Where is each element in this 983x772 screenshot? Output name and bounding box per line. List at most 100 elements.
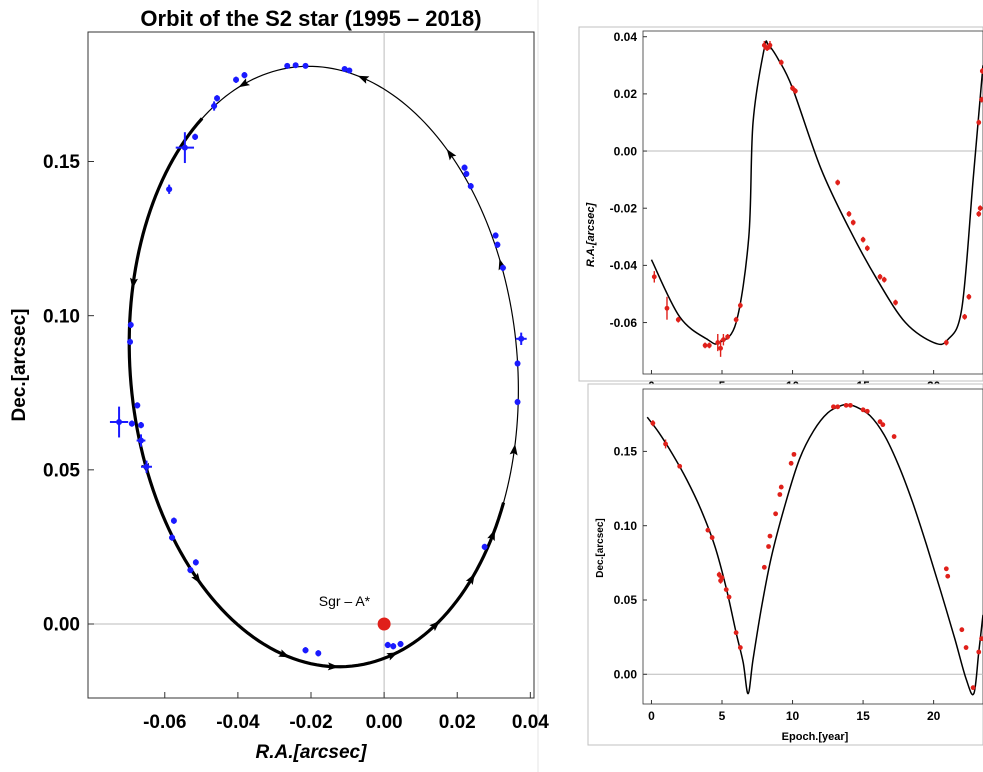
chart-title: Orbit of the S2 star (1995 – 2018) (140, 6, 481, 31)
observation-marker (977, 205, 983, 211)
orbit-observation-point (128, 420, 135, 427)
epoch-observation-point (979, 96, 983, 103)
observation-marker (979, 97, 983, 102)
epoch-observation-point (976, 211, 982, 217)
dec-y-axis-label: Dec.[arcsec] (595, 518, 606, 577)
y-tick-label: -0.02 (610, 201, 638, 215)
orbit-observation-point (302, 62, 309, 69)
orbit-direction-arrow (465, 573, 475, 585)
sgr-a-star-dot (377, 617, 391, 631)
orbit-direction-arrow (238, 78, 251, 88)
epoch-observation-point (726, 594, 732, 600)
orbit-plot-frame (87, 31, 535, 699)
epoch-observation-point (705, 527, 711, 533)
orbit-observation-point (175, 132, 195, 164)
sgr-a-star-marker: Sgr – A* (319, 593, 391, 631)
observation-marker (721, 337, 726, 343)
orbit-observation-point (315, 650, 322, 657)
orbit-observation-point (494, 241, 501, 248)
orbit-panel: Orbit of the S2 star (1995 – 2018) -0.06… (9, 6, 549, 763)
observation-marker (302, 647, 309, 654)
observation-marker (778, 60, 784, 65)
orbit-direction-arrow (278, 649, 290, 658)
observation-marker (943, 566, 949, 572)
observation-marker (346, 67, 353, 74)
orbit-observation-point (109, 406, 129, 438)
observation-marker (737, 645, 743, 650)
observation-marker (492, 232, 499, 239)
observation-marker (761, 564, 767, 570)
orbit-observation-point (166, 184, 173, 194)
orbit-observation-point (214, 95, 221, 102)
y-tick-label: 0.05 (43, 460, 80, 481)
orbit-observation-point (241, 72, 248, 79)
observation-marker (170, 517, 177, 524)
observation-marker (514, 360, 521, 367)
orbit-observation-point (492, 232, 499, 239)
observation-marker (891, 434, 897, 439)
observation-marker (976, 649, 982, 655)
observation-marker (128, 420, 135, 427)
observation-marker (192, 133, 199, 140)
observation-marker (962, 314, 968, 320)
orbit-direction-arrow (509, 444, 518, 456)
x-tick-label: -0.02 (289, 712, 332, 733)
observation-marker (214, 95, 221, 102)
epoch-observation-point (847, 402, 853, 408)
orbit-direction-arrow (386, 652, 399, 661)
observation-marker (143, 463, 150, 470)
epoch-observation-point (778, 59, 784, 66)
observation-marker (788, 460, 794, 466)
epoch-observation-point (709, 535, 715, 540)
epoch-observation-point (719, 575, 725, 581)
orbit-observation-point (346, 67, 353, 74)
observation-marker (963, 645, 969, 650)
y-tick-label: 0.00 (43, 615, 80, 636)
orbit-direction-arrow (487, 529, 495, 542)
observation-marker (169, 534, 176, 541)
orbit-observation-point (302, 647, 309, 654)
epoch-observation-point (664, 296, 670, 320)
dec-x-axis-label: Epoch.[year] (782, 731, 849, 743)
x-tick-label: 0.02 (439, 712, 476, 733)
observation-marker (651, 274, 657, 280)
observation-marker (715, 340, 721, 345)
observation-marker (664, 305, 670, 311)
observation-marker (719, 575, 725, 581)
observation-marker (723, 587, 729, 592)
epoch-observation-point (864, 245, 870, 252)
epoch-observation-point (850, 219, 856, 226)
y-tick-label: 0.04 (614, 30, 638, 44)
orbit-direction-arrow (130, 277, 138, 290)
model-curve (646, 403, 983, 696)
epoch-observation-point (677, 463, 683, 469)
orbit-observation-point (127, 321, 134, 328)
observation-marker (705, 527, 711, 533)
observation-marker (166, 186, 173, 193)
orbit-observation-point (284, 62, 291, 69)
epoch-observation-point (737, 645, 743, 650)
ra-y-axis-label: R.A.[arcsec] (585, 203, 597, 268)
epoch-observation-point (791, 451, 797, 457)
epoch-observation-point (979, 636, 983, 642)
observation-marker (979, 636, 983, 642)
observation-marker (843, 402, 849, 408)
epoch-observation-point (761, 564, 767, 570)
x-tick-label: 0 (648, 709, 655, 723)
dec-panel: 0 5 10 15 20 0.15 0.10 0.05 0.00 Epoch.[year] De… (587, 383, 983, 746)
epoch-observation-point (846, 211, 852, 217)
observation-marker (494, 241, 501, 248)
epoch-observation-point (976, 649, 982, 655)
orbit-observation-point (134, 402, 141, 409)
x-tick-label: -0.06 (143, 712, 186, 733)
x-tick-label: 15 (856, 709, 870, 723)
y-tick-label: 0.00 (614, 667, 638, 681)
orbit-direction-arrow (357, 75, 370, 84)
orbit-observation-point (467, 183, 474, 190)
epoch-observation-point (733, 630, 739, 636)
epoch-observation-point (843, 402, 849, 408)
epoch-observation-point (675, 316, 681, 323)
observation-marker (675, 317, 681, 323)
observation-marker (733, 317, 739, 323)
observation-marker (777, 492, 783, 497)
